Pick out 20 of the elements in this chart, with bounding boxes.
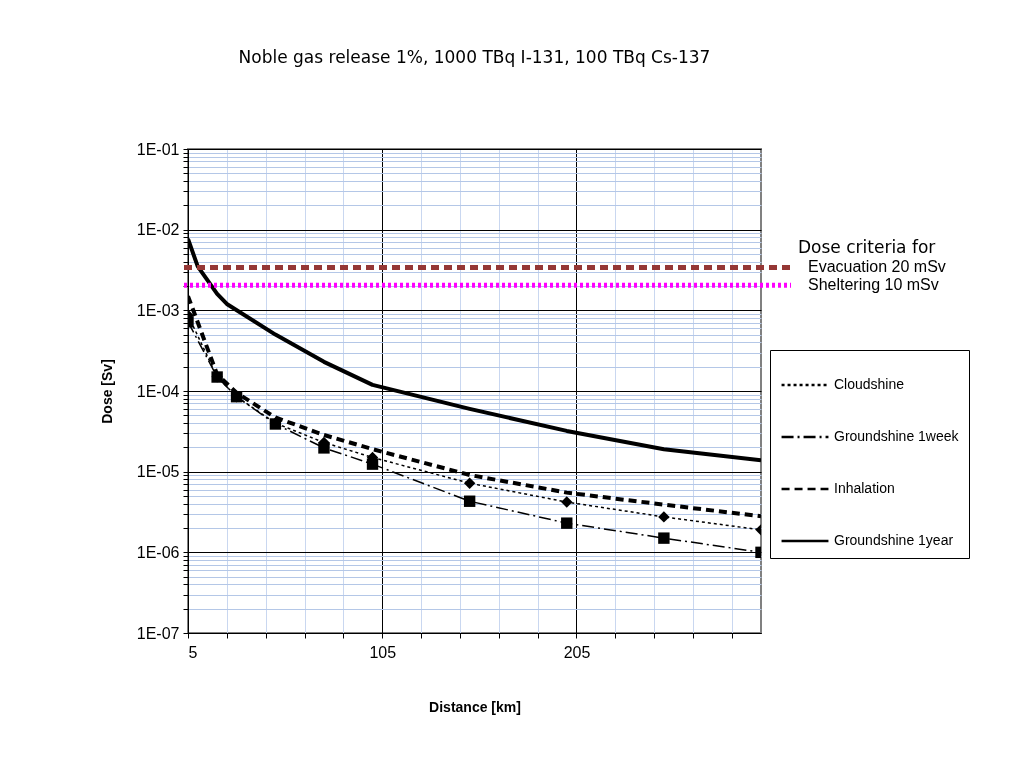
legend-label: Cloudshine — [834, 376, 905, 392]
legend-label: Inhalation — [834, 480, 895, 496]
x-tick-label: 5 — [188, 643, 198, 661]
y-tick-label: 1E-05 — [136, 463, 180, 481]
legend-label: Groundshine 1week — [834, 428, 960, 444]
ref-line-label: Evacuation 20 mSv — [808, 258, 946, 276]
legend-label: Groundshine 1year — [834, 532, 954, 548]
y-axis-title: Dose [Sv] — [98, 359, 115, 424]
y-tick-label: 1E-07 — [136, 624, 180, 642]
x-tick-label: 205 — [563, 643, 591, 661]
ref-line-label: Sheltering 10 mSv — [808, 276, 939, 294]
y-tick-label: 1E-02 — [136, 221, 180, 239]
text: Dose criteria for — [798, 237, 936, 257]
x-axis-title: Distance [km] — [429, 698, 521, 715]
y-tick-label: 1E-04 — [136, 382, 180, 400]
chart-title: Noble gas release 1%, 1000 TBq I-131, 100 TBq Cs-137 — [238, 47, 711, 67]
x-tick-label: 105 — [369, 643, 397, 661]
y-tick-label: 1E-01 — [136, 140, 180, 158]
y-tick-label: 1E-03 — [136, 301, 180, 319]
y-tick-label: 1E-06 — [136, 543, 180, 561]
